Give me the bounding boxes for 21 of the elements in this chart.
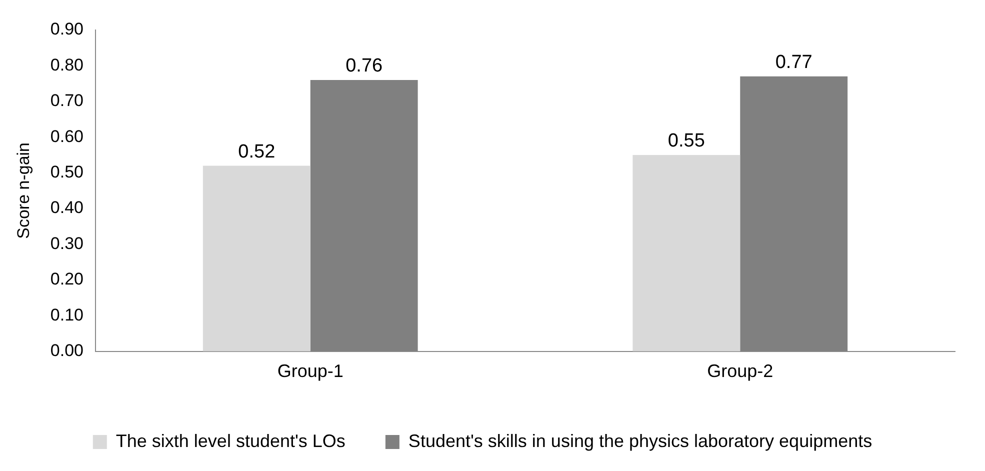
y-tick-label: 0.40 [50,198,84,218]
bar [202,166,310,352]
y-tick-label: 0.80 [50,55,84,74]
data-label: 0.76 [346,56,383,77]
y-tick-label: 0.10 [50,305,84,324]
bar [632,154,740,352]
y-tick-label: 0.70 [50,91,84,110]
y-tick-label: 0.20 [50,270,84,289]
x-tick-label: Group-1 [277,361,344,382]
y-tick-label: 0.60 [50,126,84,146]
y-tick-label: 0.90 [50,20,84,39]
data-label: 0.52 [238,141,276,162]
y-tick-label: 0.30 [50,234,84,253]
legend-label: Student's skills in using the physics laboratory equipments [408,430,872,451]
data-label: 0.77 [775,52,812,74]
y-axis-title: Score n-gain [14,142,33,239]
y-tick-label: 0.00 [50,341,84,360]
legend-label: The sixth level student's LOs [116,430,346,451]
data-label: 0.55 [668,130,705,152]
y-tick-label: 0.50 [50,162,84,182]
x-tick-label: Group-2 [707,361,774,382]
